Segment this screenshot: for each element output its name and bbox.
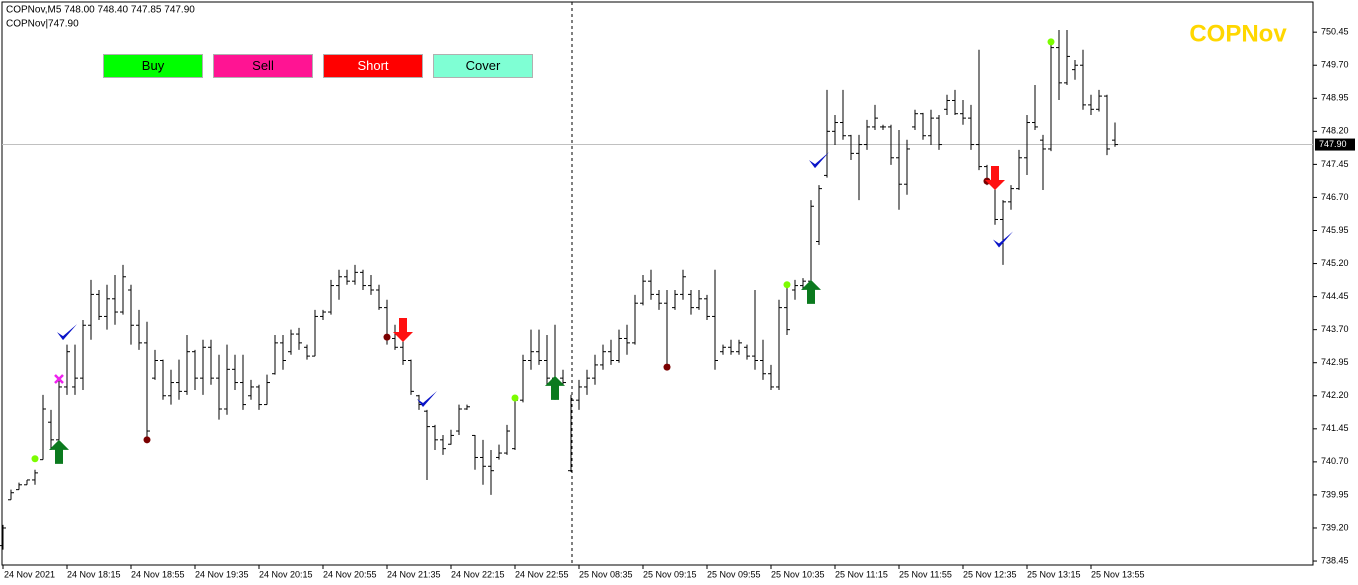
signal-dot <box>1047 38 1055 46</box>
y-tick-label: 743.70 <box>1321 324 1349 334</box>
info-line: COPNov,M5 748.00 748.40 747.85 747.90 <box>6 5 195 16</box>
y-tick-label: 745.95 <box>1321 225 1349 235</box>
x-tick-label: 24 Nov 18:55 <box>131 569 185 579</box>
y-tick-label: 742.95 <box>1321 357 1349 367</box>
x-tick-label: 24 Nov 20:15 <box>259 569 313 579</box>
y-tick-label: 741.45 <box>1321 423 1349 433</box>
plot-frame <box>1 1 1314 566</box>
y-tick-label: 749.70 <box>1321 60 1349 70</box>
x-tick-label: 25 Nov 10:35 <box>771 569 825 579</box>
x-tick-label: 25 Nov 09:15 <box>643 569 697 579</box>
check-mark <box>417 391 437 408</box>
signal-dot <box>663 363 671 371</box>
action-button[interactable]: Sell <box>213 54 313 78</box>
x-tick-label: 25 Nov 13:55 <box>1091 569 1145 579</box>
up-arrow <box>801 279 821 304</box>
signal-dot <box>511 394 519 402</box>
signal-dot <box>783 281 791 289</box>
x-tick-label: 24 Nov 18:15 <box>67 569 121 579</box>
action-button[interactable]: Buy <box>103 54 203 78</box>
down-arrow <box>985 165 1005 190</box>
x-tick-label: 25 Nov 08:35 <box>579 569 633 579</box>
y-tick-label: 745.20 <box>1321 258 1349 268</box>
y-tick-label: 747.45 <box>1321 159 1349 169</box>
x-tick-label: 25 Nov 09:55 <box>707 569 761 579</box>
up-arrow <box>545 375 565 400</box>
y-tick-label: 746.70 <box>1321 192 1349 202</box>
y-tick-label: 740.70 <box>1321 456 1349 466</box>
y-tick-label: 739.20 <box>1321 522 1349 532</box>
action-button[interactable]: Short <box>323 54 423 78</box>
x-tick-label: 25 Nov 12:35 <box>963 569 1017 579</box>
x-tick-label: 24 Nov 22:15 <box>451 569 505 579</box>
y-tick-label: 738.45 <box>1321 555 1349 565</box>
signal-dot <box>383 333 391 341</box>
current-price-tag <box>1315 138 1355 151</box>
y-tick-label: 748.20 <box>1321 126 1349 136</box>
check-mark <box>993 231 1013 248</box>
signal-dot <box>31 455 39 463</box>
check-mark <box>57 324 77 341</box>
cross-mark <box>54 374 64 384</box>
down-arrow <box>393 317 413 342</box>
x-tick-label: 24 Nov 19:35 <box>195 569 249 579</box>
action-button[interactable]: Cover <box>433 54 533 78</box>
x-tick-label: 25 Nov 11:55 <box>899 569 952 579</box>
current-price-label: 747.90 <box>1319 139 1347 149</box>
up-arrow <box>49 439 69 464</box>
y-tick-label: 744.45 <box>1321 291 1349 301</box>
x-tick-label: 25 Nov 11:15 <box>835 569 888 579</box>
check-mark <box>809 152 829 169</box>
y-tick-label: 748.95 <box>1321 93 1349 103</box>
chart-title: COPNov <box>1189 20 1287 47</box>
x-tick-label: 24 Nov 20:55 <box>323 569 377 579</box>
y-tick-label: 739.95 <box>1321 489 1349 499</box>
y-tick-label: 742.20 <box>1321 390 1349 400</box>
x-tick-label: 24 Nov 21:35 <box>387 569 441 579</box>
indicator-line: COPNov|747.90 <box>6 19 79 30</box>
x-tick-label: 24 Nov 2021 <box>4 569 55 579</box>
signal-dot <box>143 436 151 444</box>
x-tick-label: 25 Nov 13:15 <box>1027 569 1081 579</box>
y-tick-label: 750.45 <box>1321 27 1349 37</box>
x-tick-label: 24 Nov 22:55 <box>515 569 569 579</box>
